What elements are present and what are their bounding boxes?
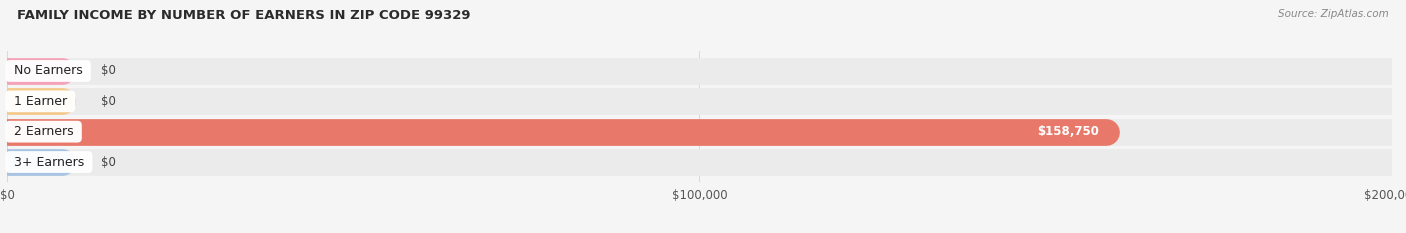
Text: $158,750: $158,750: [1038, 125, 1099, 138]
Text: $0: $0: [101, 95, 117, 108]
Text: No Earners: No Earners: [10, 65, 87, 78]
Text: 3+ Earners: 3+ Earners: [10, 155, 89, 168]
Text: 2 Earners: 2 Earners: [10, 125, 77, 138]
Text: $0: $0: [101, 155, 117, 168]
Text: 1 Earner: 1 Earner: [10, 95, 70, 108]
Text: $0: $0: [101, 65, 117, 78]
Text: FAMILY INCOME BY NUMBER OF EARNERS IN ZIP CODE 99329: FAMILY INCOME BY NUMBER OF EARNERS IN ZI…: [17, 9, 471, 22]
Text: Source: ZipAtlas.com: Source: ZipAtlas.com: [1278, 9, 1389, 19]
